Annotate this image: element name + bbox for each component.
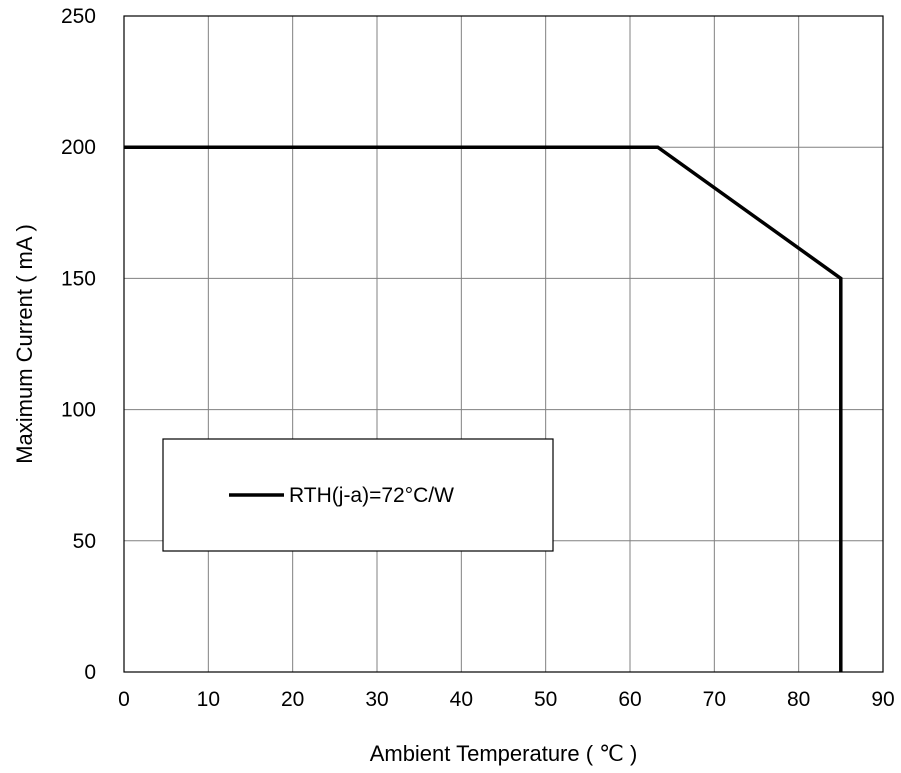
y-tick-label: 50 [73,530,96,553]
x-tick-label: 30 [365,688,388,711]
y-tick-label: 100 [61,399,96,422]
series-line-1 [124,145,843,672]
x-tick-label: 90 [871,688,894,711]
x-tick-label: 50 [534,688,557,711]
x-tick-label: 40 [450,688,473,711]
x-tick-label: 0 [118,688,130,711]
legend-label-series-1: RTH(j-a)=72°C/W [289,484,454,507]
x-axis-label: Ambient Temperature ( ℃ ) [370,741,638,766]
y-tick-label: 200 [61,136,96,159]
legend: RTH(j-a)=72°C/W [162,438,554,552]
y-axis-label: Maximum Current ( mA ) [12,224,37,464]
series-layer [124,145,843,672]
x-tick-label: 70 [703,688,726,711]
x-tick-label: 60 [618,688,641,711]
y-tick-labels: 0 50 100 150 200 250 [61,5,96,684]
y-tick-label: 150 [61,267,96,290]
grid-lines [124,16,883,672]
x-tick-label: 80 [787,688,810,711]
y-tick-label: 0 [84,661,96,684]
x-tick-labels: 0 10 20 30 40 50 60 70 80 90 [118,688,895,711]
plot-frame [123,15,884,673]
legend-box [162,438,554,552]
x-tick-label: 20 [281,688,304,711]
y-tick-label: 250 [61,5,96,28]
x-tick-label: 10 [197,688,220,711]
